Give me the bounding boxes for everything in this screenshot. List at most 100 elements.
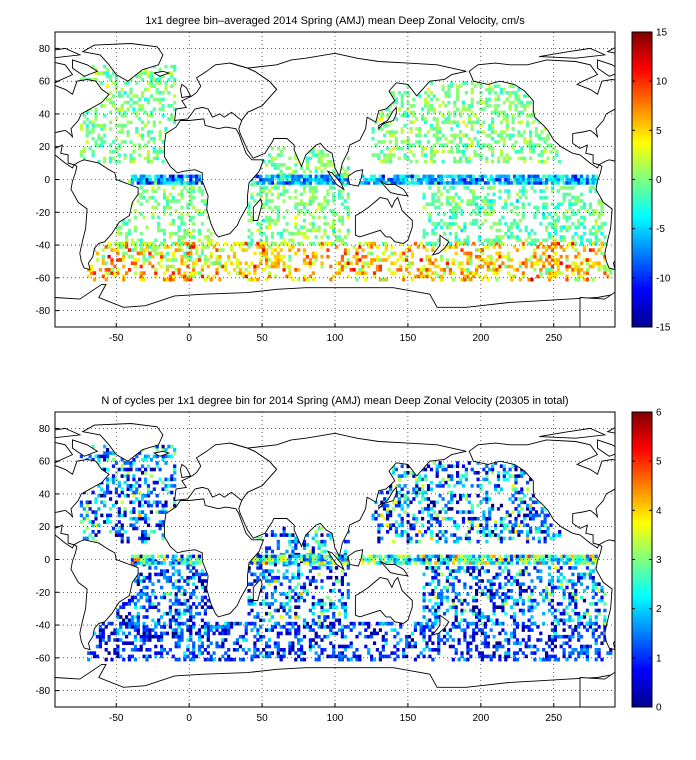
data-cell	[326, 189, 330, 193]
data-cell	[244, 274, 248, 279]
data-cell	[496, 113, 501, 118]
data-cell	[451, 215, 455, 220]
data-cell	[106, 467, 110, 472]
data-cell	[305, 228, 309, 233]
data-cell	[186, 628, 190, 632]
data-cell	[276, 192, 280, 197]
data-cell	[498, 181, 502, 185]
data-cell	[139, 245, 143, 249]
data-cell	[259, 651, 263, 655]
data-cell	[162, 575, 167, 580]
data-cell	[450, 516, 454, 521]
data-cell	[212, 261, 216, 265]
data-cell	[106, 84, 110, 88]
data-cell	[294, 592, 298, 596]
data-cell	[332, 186, 336, 190]
data-cell	[294, 222, 298, 226]
data-cell	[224, 268, 228, 272]
data-cell	[177, 199, 181, 203]
data-cell	[425, 254, 429, 259]
data-cell	[447, 84, 451, 88]
data-cell	[133, 638, 137, 642]
data-cell	[337, 268, 342, 272]
data-cell	[146, 71, 151, 75]
data-cell	[279, 648, 283, 652]
data-cell	[149, 136, 153, 141]
data-cell	[200, 572, 204, 577]
data-cell	[473, 136, 477, 141]
data-cell	[165, 195, 169, 200]
data-cell	[142, 631, 146, 636]
data-cell	[279, 592, 283, 596]
data-cell	[429, 480, 433, 485]
data-cell	[483, 641, 487, 645]
data-cell	[434, 621, 438, 626]
data-cell	[297, 654, 301, 659]
data-cell	[415, 484, 419, 488]
data-cell	[508, 156, 512, 161]
data-cell	[114, 81, 118, 85]
data-cell	[82, 150, 86, 154]
data-cell	[447, 91, 451, 95]
data-cell	[461, 474, 466, 478]
data-cell	[418, 539, 422, 544]
data-cell	[138, 74, 142, 79]
data-cell	[302, 169, 307, 174]
landmass-north-america	[55, 62, 110, 169]
data-cell	[109, 507, 113, 511]
data-cell	[577, 177, 581, 182]
data-cell	[399, 254, 403, 259]
data-cell	[332, 654, 336, 659]
data-cell	[467, 159, 471, 164]
data-cell	[450, 490, 454, 495]
data-cell	[571, 222, 575, 226]
data-cell	[151, 181, 155, 185]
data-cell	[141, 464, 145, 468]
data-cell	[412, 120, 416, 125]
data-cell	[215, 268, 219, 272]
data-cell	[282, 625, 286, 629]
data-cell	[562, 225, 566, 229]
data-cell	[421, 510, 425, 514]
data-cell	[409, 523, 413, 527]
data-cell	[450, 127, 454, 131]
data-cell	[311, 189, 315, 193]
data-cell	[475, 195, 479, 200]
data-cell	[294, 156, 298, 161]
data-cell	[405, 181, 409, 185]
data-cell	[582, 277, 587, 282]
data-cell	[238, 634, 242, 639]
data-cell	[267, 602, 272, 606]
data-cell	[467, 136, 471, 141]
data-cell	[256, 638, 260, 642]
data-cell	[383, 156, 387, 161]
data-cell	[162, 611, 167, 616]
data-cell	[183, 598, 187, 603]
data-cell	[132, 143, 136, 147]
data-cell	[161, 510, 165, 514]
data-cell	[476, 503, 480, 508]
data-cell	[288, 248, 292, 252]
data-cell	[148, 261, 152, 265]
data-cell	[559, 186, 563, 190]
data-cell	[107, 268, 111, 272]
data-cell	[588, 644, 592, 649]
data-cell	[317, 174, 321, 179]
chart-title: 1x1 degree bin–averaged 2014 Spring (AMJ…	[145, 15, 525, 27]
data-cell	[553, 225, 557, 229]
data-cell	[186, 212, 190, 216]
data-cell	[488, 87, 492, 92]
data-cell	[424, 153, 428, 157]
data-cell	[457, 625, 461, 629]
data-cell	[597, 264, 601, 269]
data-cell	[498, 264, 502, 269]
data-cell	[355, 654, 359, 659]
data-cell	[302, 186, 307, 190]
data-cell	[574, 241, 578, 246]
data-cell	[195, 271, 199, 275]
data-cell	[79, 127, 83, 131]
data-cell	[305, 589, 309, 593]
data-cell	[444, 539, 448, 544]
data-cell	[488, 146, 492, 151]
data-cell	[477, 181, 482, 185]
